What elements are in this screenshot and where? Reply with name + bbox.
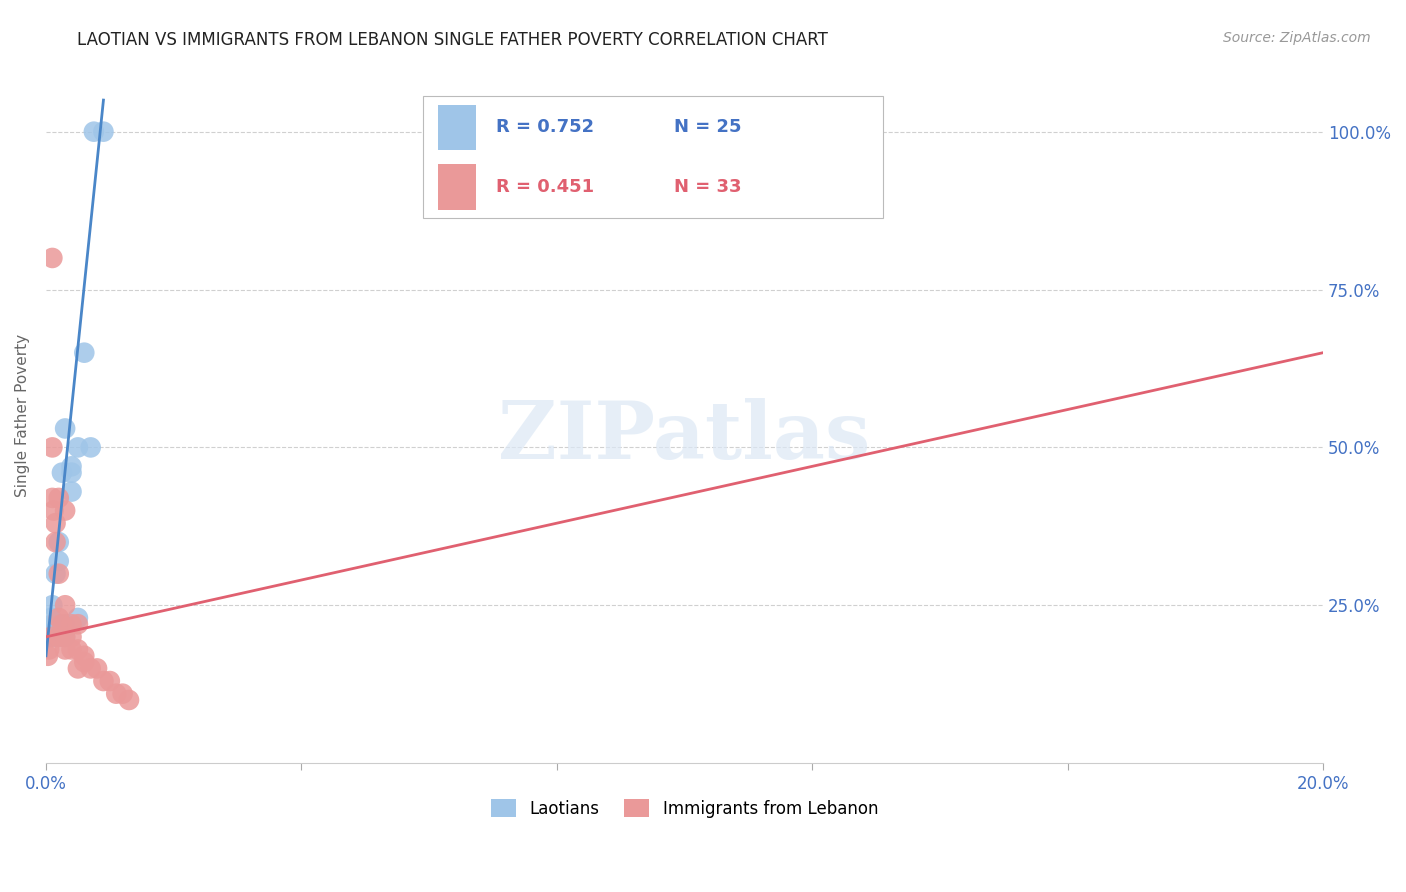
Point: [86, 661, 108, 675]
Point: [73, 345, 96, 359]
Point: [66, 661, 89, 675]
Point: [118, 693, 141, 707]
Point: [45, 516, 67, 531]
Point: [66, 642, 89, 657]
Point: [93, 125, 115, 139]
Point: [41, 251, 63, 265]
Point: [60, 459, 83, 474]
Point: [60, 484, 83, 499]
Point: [48, 566, 70, 581]
Text: ZIPatlas: ZIPatlas: [499, 398, 870, 475]
Point: [48, 630, 70, 644]
Point: [39, 611, 62, 625]
Point: [51, 466, 73, 480]
Point: [73, 655, 96, 669]
Text: R = 0.451: R = 0.451: [495, 178, 593, 196]
Point: [53, 599, 76, 613]
Point: [93, 673, 115, 688]
Point: [83, 125, 105, 139]
Point: [111, 687, 134, 701]
Point: [60, 617, 83, 632]
Point: [60, 630, 83, 644]
Point: [66, 611, 89, 625]
Point: [45, 617, 67, 632]
Point: [73, 648, 96, 663]
Point: [66, 617, 89, 632]
FancyBboxPatch shape: [439, 164, 477, 210]
Point: [45, 566, 67, 581]
Y-axis label: Single Father Poverty: Single Father Poverty: [15, 334, 30, 498]
Point: [41, 491, 63, 505]
Point: [51, 617, 73, 632]
Point: [42, 630, 65, 644]
Point: [79, 441, 101, 455]
FancyBboxPatch shape: [439, 104, 477, 150]
FancyBboxPatch shape: [423, 96, 883, 218]
Point: [48, 554, 70, 568]
Point: [41, 599, 63, 613]
Text: Source: ZipAtlas.com: Source: ZipAtlas.com: [1223, 31, 1371, 45]
Point: [48, 617, 70, 632]
Point: [60, 642, 83, 657]
Text: R = 0.752: R = 0.752: [495, 119, 593, 136]
Point: [53, 617, 76, 632]
Point: [66, 441, 89, 455]
Point: [53, 503, 76, 517]
Legend: Laotians, Immigrants from Lebanon: Laotians, Immigrants from Lebanon: [484, 793, 884, 824]
Point: [41, 441, 63, 455]
Point: [60, 466, 83, 480]
Point: [53, 630, 76, 644]
Point: [53, 630, 76, 644]
Point: [38, 630, 60, 644]
Point: [48, 611, 70, 625]
Point: [48, 630, 70, 644]
Text: N = 25: N = 25: [675, 119, 742, 136]
Point: [37, 648, 59, 663]
Point: [105, 687, 128, 701]
Point: [41, 617, 63, 632]
Point: [48, 491, 70, 505]
Point: [38, 642, 60, 657]
Point: [98, 673, 121, 688]
Point: [53, 421, 76, 435]
Point: [53, 624, 76, 638]
Text: N = 33: N = 33: [675, 178, 742, 196]
Point: [39, 630, 62, 644]
Point: [53, 642, 76, 657]
Point: [79, 661, 101, 675]
Point: [42, 503, 65, 517]
Text: LAOTIAN VS IMMIGRANTS FROM LEBANON SINGLE FATHER POVERTY CORRELATION CHART: LAOTIAN VS IMMIGRANTS FROM LEBANON SINGL…: [77, 31, 828, 49]
Point: [45, 535, 67, 549]
Point: [48, 535, 70, 549]
